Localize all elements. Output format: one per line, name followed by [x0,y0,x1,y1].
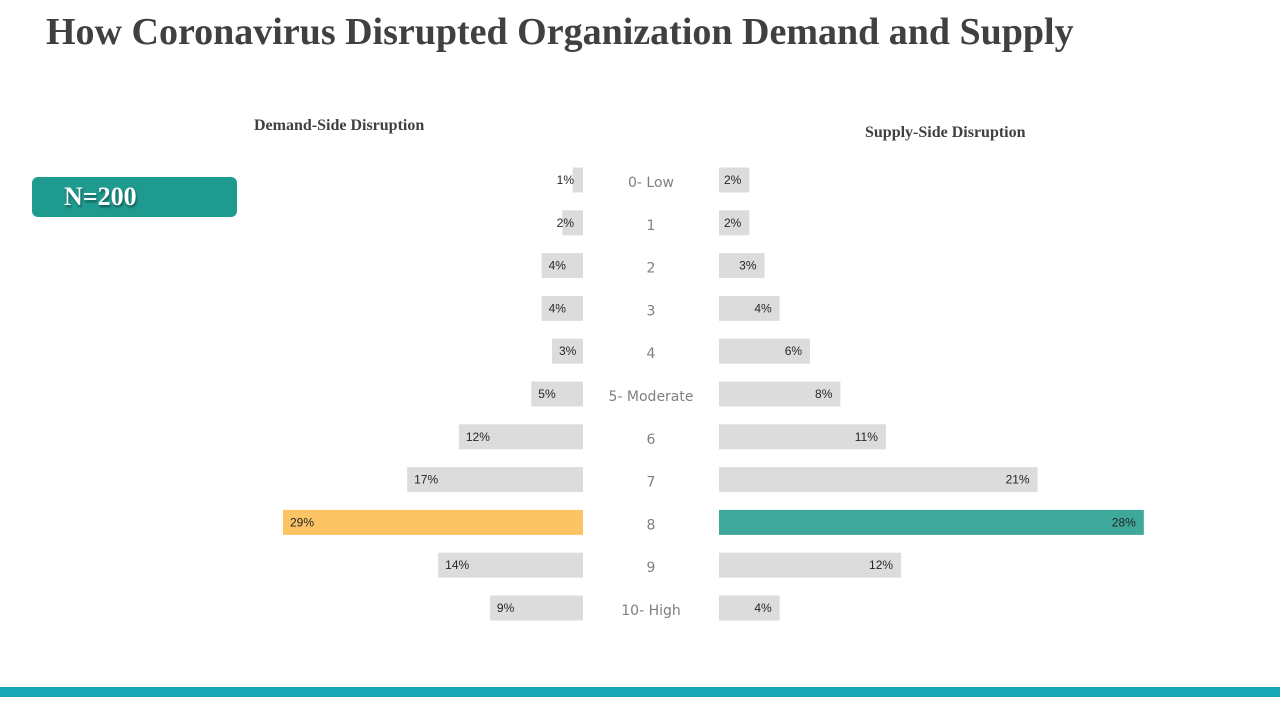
category-column [585,164,717,632]
demand-value-label: 4% [549,301,567,315]
supply-value-label: 12% [869,558,893,572]
category-label: 10- High [621,603,681,619]
supply-bar [719,467,1038,493]
supply-bar [719,424,886,450]
category-label: 0- Low [628,175,674,191]
supply-value-label: 28% [1112,515,1136,529]
supply-bar [719,167,750,193]
category-label: 5- Moderate [609,389,694,405]
demand-bar [572,167,583,193]
demand-bar [531,381,583,407]
demand-bar [407,467,583,493]
demand-bar [541,295,583,321]
demand-side-heading: Demand-Side Disruption [254,117,425,134]
supply-value-label: 3% [739,259,757,273]
supply-bar [719,595,780,621]
supply-value-label: 21% [1006,473,1030,487]
supply-bar [719,210,750,236]
category-label: 4 [647,346,656,362]
supply-bar [719,338,811,364]
category-label: 7 [647,475,656,491]
demand-value-label: 9% [497,601,515,615]
demand-bar [489,595,583,621]
supply-value-label: 8% [815,387,833,401]
supply-bar [719,552,902,578]
page-title: How Coronavirus Disrupted Organization D… [46,11,1074,53]
demand-value-label: 17% [414,473,438,487]
demand-bar [283,509,583,535]
supply-bar [719,253,765,279]
supply-bar [719,509,1144,535]
demand-value-label: 14% [445,558,469,572]
sample-size-badge: N=200 [32,177,237,217]
supply-side-heading: Supply-Side Disruption [865,124,1026,141]
demand-value-label: 4% [549,259,567,273]
demand-value-label: 2% [557,216,575,230]
demand-bar [458,424,583,450]
supply-value-label: 6% [785,344,803,358]
demand-bar [541,253,583,279]
supply-value-label: 11% [855,430,878,444]
demand-value-label: 5% [538,387,556,401]
supply-bar [719,381,841,407]
demand-bar [551,338,583,364]
category-label: 9 [647,560,656,576]
footer-accent-bar [0,687,1280,697]
demand-value-label: 3% [559,344,577,358]
supply-value-label: 2% [724,216,742,230]
category-label: 1 [647,218,656,234]
demand-value-label: 29% [290,515,314,529]
demand-bar [562,210,583,236]
demand-value-label: 12% [466,430,490,444]
supply-value-label: 4% [754,601,772,615]
category-label: 3 [647,303,656,319]
category-label: 2 [647,261,656,277]
demand-bar [438,552,583,578]
category-label: 8 [647,517,656,533]
supply-value-label: 2% [724,173,742,187]
demand-value-label: 1% [557,173,575,187]
supply-value-label: 4% [754,301,772,315]
category-label: 6 [647,432,656,448]
supply-bar [719,295,780,321]
